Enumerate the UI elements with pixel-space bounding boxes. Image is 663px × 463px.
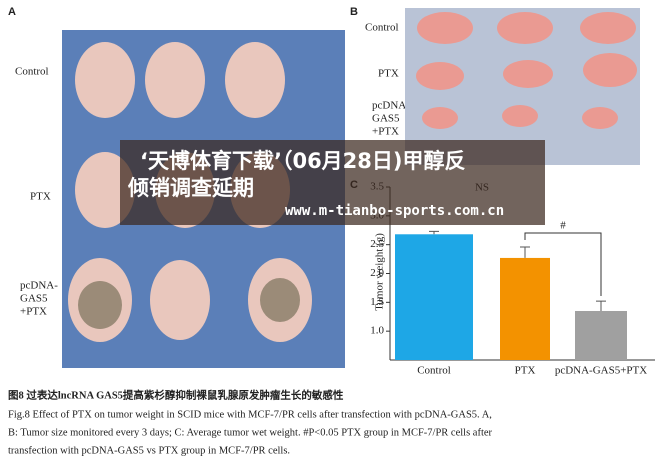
x-tick-label: pcDNA-GAS5+PTX	[555, 365, 647, 377]
caption: 图8 过表达lncRNA GAS5提高紫杉醇抑制裸鼠乳腺原发肿瘤生长的敏感性 F…	[8, 388, 493, 456]
row-label: pcDNA-	[372, 100, 410, 112]
row-label: Control	[365, 22, 399, 34]
row-label: GAS5	[372, 113, 400, 125]
error-bar	[520, 246, 530, 258]
row-label: +PTX	[20, 306, 47, 318]
banner-url: www.m-tianbo-sports.com.cn	[285, 203, 504, 219]
caption-line: transfection with pcDNA-GAS5 vs PTX grou…	[8, 445, 290, 456]
tumors	[78, 278, 300, 329]
x-tick-label: Control	[417, 365, 451, 377]
banner-title: 倾销调查延期	[127, 176, 254, 200]
row-label: Control	[15, 66, 49, 78]
banner-title: ‘天博体育下载’（06月28日)甲醇反	[140, 149, 466, 173]
error-bar	[596, 300, 606, 311]
panel-label: A	[8, 6, 16, 18]
tumors	[416, 12, 637, 129]
annotation: #	[560, 220, 566, 232]
y-tick-label: 2.0	[370, 267, 384, 279]
bar	[395, 234, 473, 360]
banner-bg	[120, 140, 545, 225]
bar	[575, 310, 627, 360]
row-label: PTX	[30, 191, 51, 203]
caption-line: 图8 过表达lncRNA GAS5提高紫杉醇抑制裸鼠乳腺原发肿瘤生长的敏感性	[8, 388, 344, 401]
row-label: GAS5	[20, 293, 48, 305]
panel-label: B	[350, 6, 358, 18]
panel-b: B Control PTX pcDNA- GAS5 +PTX	[350, 6, 640, 165]
y-tick-label: 2.5	[370, 238, 384, 250]
banner: ‘天博体育下载’（06月28日)甲醇反 倾销调查延期 www.m-tianbo-…	[120, 140, 545, 225]
caption-line: Fig.8 Effect of PTX on tumor weight in S…	[8, 409, 492, 420]
y-tick-label: 1.0	[370, 325, 384, 337]
y-axis-label: Tumor weight (g)	[374, 233, 386, 311]
bracket	[524, 232, 602, 296]
row-label: +PTX	[372, 126, 399, 138]
error-bar	[429, 230, 439, 235]
x-tick-label: PTX	[515, 365, 536, 377]
row-label: pcDNA-	[20, 280, 58, 292]
bar	[500, 257, 550, 360]
row-label: PTX	[378, 68, 399, 80]
y-tick-label: 1.5	[370, 296, 384, 308]
caption-line: B: Tumor size monitored every 3 days; C:…	[8, 427, 493, 438]
